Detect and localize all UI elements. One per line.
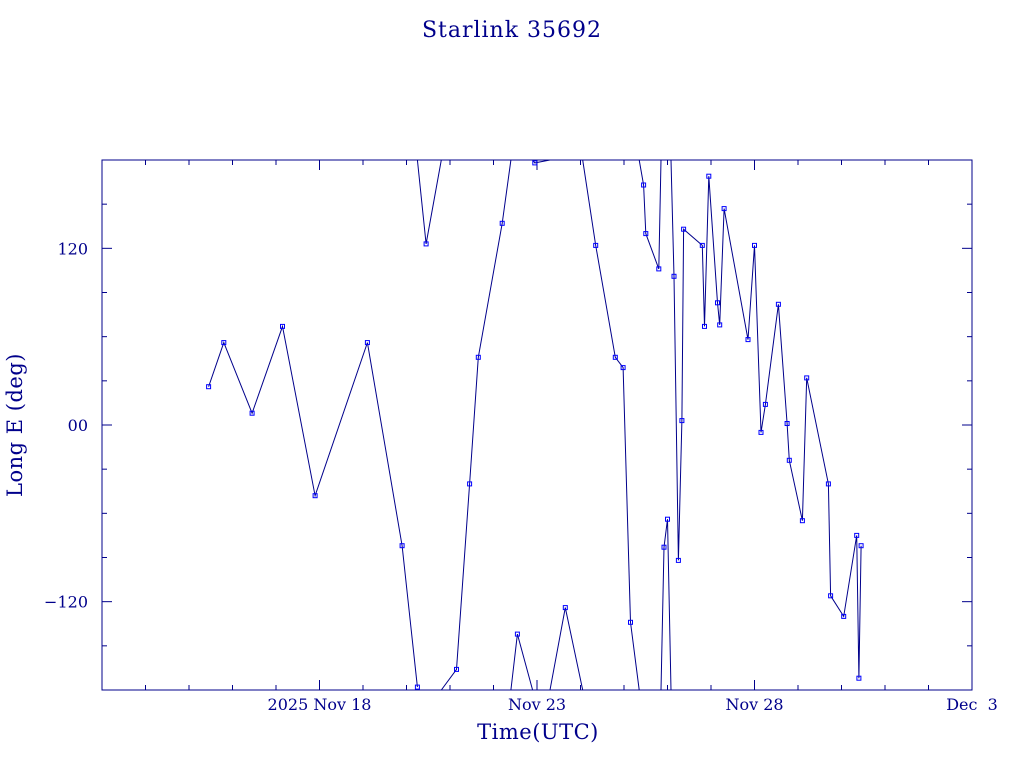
- x-tick-labels: 2025 Nov 18 Nov 23 Nov 28 Dec 3: [268, 695, 998, 714]
- data-point: [467, 481, 473, 487]
- data-point: [562, 605, 568, 611]
- data-point: [721, 206, 727, 212]
- data-point: [206, 384, 212, 390]
- data-point: [499, 220, 505, 226]
- series-line-segment: [582, 160, 640, 690]
- data-point: [221, 340, 227, 346]
- data-point: [856, 675, 862, 681]
- data-point: [758, 429, 764, 435]
- data-point: [786, 457, 792, 463]
- data-point: [628, 619, 633, 625]
- x-tick-label: 2025 Nov 18: [268, 695, 372, 714]
- data-point: [675, 557, 681, 563]
- data-point: [858, 543, 864, 549]
- series-line-segment: [638, 160, 662, 270]
- data-point: [399, 543, 405, 549]
- series-line-segment: [660, 519, 672, 690]
- data-point: [620, 365, 626, 371]
- data-point: [643, 231, 649, 237]
- series-line-segment: [510, 633, 534, 690]
- data-point: [745, 337, 751, 343]
- data-point: [715, 300, 720, 306]
- data-point: [312, 493, 318, 499]
- data-point: [752, 242, 757, 248]
- x-tick-label: Dec 3: [946, 695, 998, 714]
- data-point: [423, 241, 429, 247]
- y-tick-label: 120: [57, 239, 88, 258]
- y-axis-label: Long E (deg): [3, 353, 27, 497]
- data-point: [717, 322, 723, 328]
- plot-frame: [101, 159, 973, 691]
- series-line-segment: [208, 324, 418, 688]
- data-point: [514, 631, 520, 637]
- data-point: [665, 516, 670, 522]
- series-line-segment: [549, 607, 584, 690]
- data-point: [249, 410, 255, 416]
- data-point: [702, 323, 707, 329]
- data-point: [762, 401, 768, 407]
- data-point: [641, 182, 647, 188]
- data-point: [414, 684, 420, 690]
- y-tick-labels: 120 00 −120: [44, 239, 88, 611]
- x-axis-label: Time(UTC): [477, 720, 599, 744]
- x-tick-label: Nov 28: [725, 695, 783, 714]
- data-point: [656, 266, 662, 272]
- data-point: [364, 340, 370, 346]
- y-tick-label: −120: [44, 593, 88, 612]
- data-point: [280, 323, 285, 329]
- data-point: [854, 532, 860, 538]
- data-point: [679, 418, 685, 424]
- series-line-segment: [670, 160, 862, 679]
- data-point: [804, 375, 810, 381]
- chart-title: Starlink 35692: [422, 18, 602, 43]
- series-line-segment: [440, 160, 512, 690]
- series-line-segment: [416, 160, 442, 244]
- data-point: [799, 518, 805, 524]
- data-point: [775, 301, 781, 307]
- marker-group: [206, 160, 864, 690]
- data-point: [841, 613, 847, 619]
- data-point: [825, 481, 831, 487]
- data-point: [828, 593, 834, 599]
- data-point: [681, 226, 687, 232]
- data-point: [612, 354, 618, 360]
- series-group: [208, 160, 862, 690]
- data-point: [784, 421, 790, 426]
- y-tick-label: 00: [68, 416, 88, 435]
- data-point: [593, 242, 599, 248]
- data-point: [671, 273, 677, 279]
- axis-ticks: [102, 160, 972, 690]
- data-point: [532, 160, 538, 166]
- data-point: [699, 242, 705, 248]
- data-point: [475, 354, 481, 360]
- data-point: [706, 173, 712, 179]
- data-point: [454, 666, 459, 672]
- x-tick-label: Nov 23: [508, 695, 566, 714]
- data-point: [661, 544, 667, 550]
